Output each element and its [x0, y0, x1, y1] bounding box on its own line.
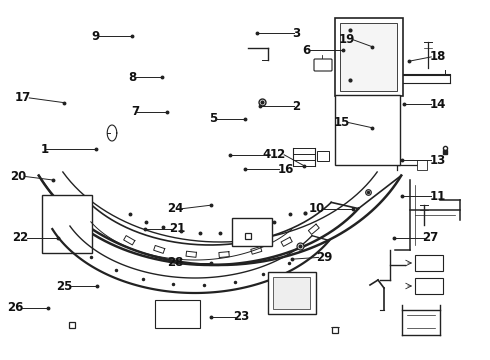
Text: 10: 10: [309, 202, 325, 215]
Text: 13: 13: [429, 154, 445, 167]
Text: 5: 5: [209, 112, 218, 125]
Text: 25: 25: [56, 280, 73, 293]
Text: 28: 28: [167, 256, 183, 269]
FancyBboxPatch shape: [314, 59, 332, 71]
Bar: [340, 23, 397, 91]
Text: 24: 24: [167, 202, 183, 215]
Text: 26: 26: [7, 301, 24, 314]
Bar: [335, 18, 403, 96]
Text: 2: 2: [292, 100, 300, 113]
Bar: [273, 277, 310, 309]
Text: 1: 1: [40, 143, 49, 156]
Text: 27: 27: [422, 231, 438, 244]
Text: 9: 9: [92, 30, 100, 42]
Bar: [415, 255, 443, 271]
Text: 23: 23: [233, 310, 249, 323]
Text: 17: 17: [15, 91, 31, 104]
Text: 19: 19: [338, 33, 355, 46]
Text: 12: 12: [270, 148, 286, 161]
Bar: [335, 95, 400, 165]
Text: 16: 16: [277, 163, 294, 176]
Bar: [268, 272, 316, 314]
Text: 14: 14: [429, 98, 446, 111]
Text: 4: 4: [263, 148, 271, 161]
Text: 21: 21: [170, 222, 186, 235]
Text: 29: 29: [317, 251, 333, 264]
Text: 22: 22: [13, 231, 29, 244]
Bar: [232, 218, 272, 246]
Text: 11: 11: [429, 190, 445, 203]
Bar: [42, 195, 92, 253]
Bar: [417, 160, 427, 170]
Text: 15: 15: [333, 116, 350, 129]
Text: 8: 8: [128, 71, 137, 84]
Bar: [155, 300, 200, 328]
Bar: [415, 278, 443, 294]
Text: 6: 6: [302, 44, 311, 57]
Text: 7: 7: [131, 105, 139, 118]
Text: 18: 18: [429, 50, 446, 63]
Text: 3: 3: [292, 27, 300, 40]
Bar: [317, 151, 329, 161]
Text: 20: 20: [10, 170, 26, 183]
